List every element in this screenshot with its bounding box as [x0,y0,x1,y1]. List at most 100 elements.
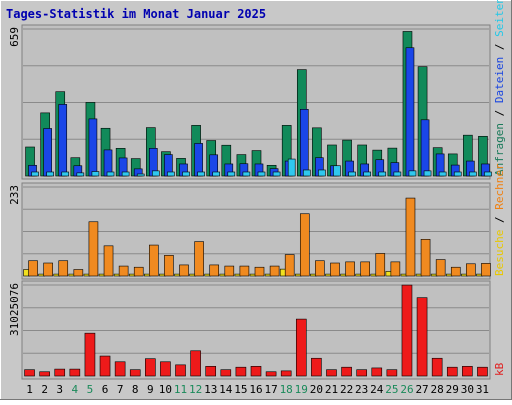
bar-rechner-5 [88,221,99,277]
x-tick-25: 25 [385,383,398,396]
bar-kb-4 [69,368,81,377]
x-tick-31: 31 [476,383,489,396]
bar-kb-24 [371,367,383,377]
bar-rechner-4 [73,269,84,277]
bar-kb-27 [416,297,428,377]
bar-kb-10 [160,361,171,377]
bar-rechner-1 [28,260,38,277]
bar-kb-18 [280,370,292,377]
x-tick-10: 10 [159,383,172,396]
x-tick-16: 16 [249,383,262,396]
bar-seiten-31 [484,171,492,177]
series-seiten [31,158,492,177]
x-tick-26: 26 [400,383,413,396]
bar-dateien-2 [43,128,52,177]
y-max-label: 31025076 [8,283,21,336]
x-tick-24: 24 [370,383,384,396]
x-tick-15: 15 [234,383,247,396]
bar-kb-1 [24,369,35,377]
bar-seiten-6 [106,171,115,177]
x-tick-4: 4 [72,383,79,396]
bar-seiten-11 [182,171,190,177]
bar-kb-7 [114,361,126,377]
legend-entry: Rechner [493,163,506,210]
bar-rechner-6 [103,245,114,277]
bar-kb-9 [145,358,156,377]
bar-kb-15 [235,366,247,377]
bar-kb-5 [84,332,96,377]
x-tick-23: 23 [355,383,368,396]
x-tick-19: 19 [295,383,308,396]
x-tick-12: 12 [189,383,202,396]
bar-kb-23 [356,369,367,377]
series-dateien [28,47,490,177]
legend-entry: kB [493,362,506,376]
x-tick-30: 30 [461,383,474,396]
bar-dateien-12 [194,143,203,177]
bar-kb-2 [39,371,50,377]
legend-entry: Seiten [493,0,506,37]
x-tick-13: 13 [204,383,217,396]
x-tick-21: 21 [325,383,338,396]
bar-kb-3 [54,368,66,377]
bar-rechner-11 [179,264,189,277]
bar-dateien-3 [58,104,68,177]
bar-kb-12 [190,350,201,377]
bar-seiten-15 [242,171,251,177]
bar-kb-31 [477,366,488,377]
x-tick-27: 27 [415,383,428,396]
bar-kb-28 [431,357,443,377]
bar-rechner-23 [360,261,370,277]
bar-seiten-25 [393,171,402,177]
x-tick-2: 2 [41,383,48,396]
x-tick-6: 6 [102,383,109,396]
bar-seiten-1 [31,171,39,177]
series-rechner [28,197,491,277]
bar-rechner-2 [43,262,53,277]
panel-bottom: 31025076 kB [8,280,506,380]
bar-seiten-30 [469,171,477,177]
bar-kb-29 [446,366,458,377]
bar-rechner-7 [118,265,129,277]
bar-seiten-7 [121,171,130,177]
bar-seiten-20 [318,169,326,177]
bar-seiten-2 [46,171,54,177]
bar-seiten-10 [167,171,175,177]
bar-rechner-25 [390,261,401,277]
bar-seiten-29 [453,171,462,177]
legend-entry: Anfragen [493,123,506,176]
x-tick-14: 14 [219,383,233,396]
bar-rechner-20 [315,260,325,277]
bar-rechner-8 [133,266,144,277]
bar-rechner-26 [405,197,416,277]
bar-seiten-5 [91,171,100,177]
legend-entry: / [493,37,506,57]
bar-seiten-22 [348,171,356,177]
x-tick-29: 29 [446,383,459,396]
bar-rechner-21 [330,262,340,277]
bar-rechner-24 [375,253,386,277]
bar-rechner-17 [269,265,280,277]
bar-seiten-28 [438,171,447,177]
bar-rechner-3 [58,260,69,277]
bar-kb-26 [401,284,413,377]
bar-rechner-31 [481,263,491,277]
bar-rechner-22 [345,261,355,277]
bar-kb-30 [462,366,473,377]
bar-rechner-10 [164,255,174,277]
bar-seiten-8 [136,173,145,177]
legend-entry: / [493,103,506,123]
panel-top: 659 Anfragen / Dateien / Seiten [8,0,506,180]
bar-seiten-12 [197,171,205,177]
x-tick-7: 7 [117,383,124,396]
bar-seiten-9 [152,170,160,177]
bar-dateien-26 [405,47,415,177]
bar-rechner-14 [224,265,235,277]
bar-rechner-13 [209,264,220,277]
bar-kb-14 [220,369,232,377]
y-max-label: 659 [8,27,21,47]
bar-kb-8 [129,369,141,377]
bar-kb-22 [341,366,352,377]
y-max-label: 233 [8,185,21,205]
